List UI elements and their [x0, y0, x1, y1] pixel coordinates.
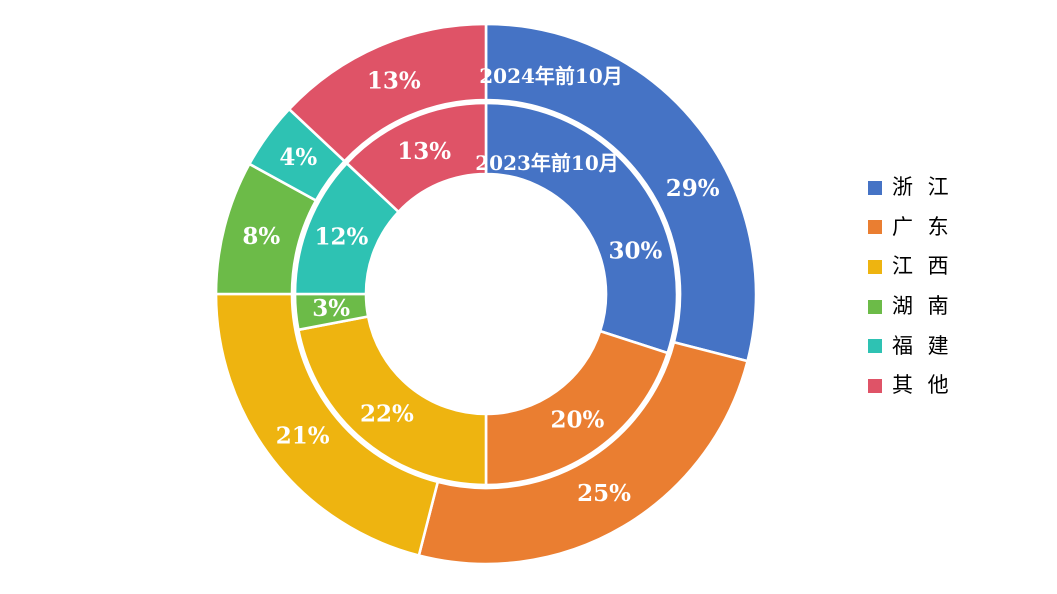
slice-label-outer-浙江: 29%	[666, 175, 720, 202]
slice-label-inner-江西: 22%	[360, 400, 414, 427]
slice-outer-其他	[287, 22, 488, 163]
legend-label: 浙 江	[892, 175, 949, 200]
slice-label-inner-其他: 13%	[397, 138, 451, 165]
legend-item-浙江: 浙 江	[868, 168, 949, 208]
slice-label-outer-江西: 21%	[276, 423, 330, 450]
legend-label: 广 东	[892, 214, 949, 239]
slice-label-inner-湖南: 3%	[312, 295, 350, 322]
legend-swatch-icon	[868, 220, 882, 235]
legend-label: 江 西	[892, 254, 949, 279]
slice-label-inner-广东: 20%	[550, 406, 604, 433]
chart-legend: 浙 江广 东江 西湖 南福 建其 他	[868, 168, 949, 406]
legend-swatch-icon	[868, 180, 882, 195]
legend-item-广东: 广 东	[868, 208, 949, 248]
slice-label-outer-湖南: 8%	[242, 223, 280, 250]
slice-label-inner-浙江: 30%	[609, 238, 663, 265]
legend-swatch-icon	[868, 299, 882, 314]
slice-label-outer-广东: 25%	[577, 480, 631, 507]
legend-swatch-icon	[868, 259, 882, 274]
legend-item-其他: 其 他	[868, 366, 949, 406]
slice-label-outer-福建: 4%	[279, 144, 317, 171]
legend-item-湖南: 湖 南	[868, 287, 949, 327]
slice-outer-浙江	[484, 22, 758, 363]
legend-label: 福 建	[892, 333, 949, 358]
ring-name-label-2023年前10月: 2023年前10月	[475, 151, 619, 175]
legend-item-福建: 福 建	[868, 326, 949, 366]
legend-label: 其 他	[892, 373, 949, 398]
slice-label-inner-福建: 12%	[314, 223, 368, 250]
legend-swatch-icon	[868, 339, 882, 354]
legend-item-江西: 江 西	[868, 247, 949, 287]
slice-inner-其他	[345, 101, 488, 214]
legend-label: 湖 南	[892, 294, 949, 319]
ring-name-label-2024年前10月: 2024年前10月	[479, 64, 623, 88]
legend-swatch-icon	[868, 378, 882, 393]
slice-label-outer-其他: 13%	[367, 68, 421, 95]
slice-inner-浙江	[484, 101, 679, 355]
